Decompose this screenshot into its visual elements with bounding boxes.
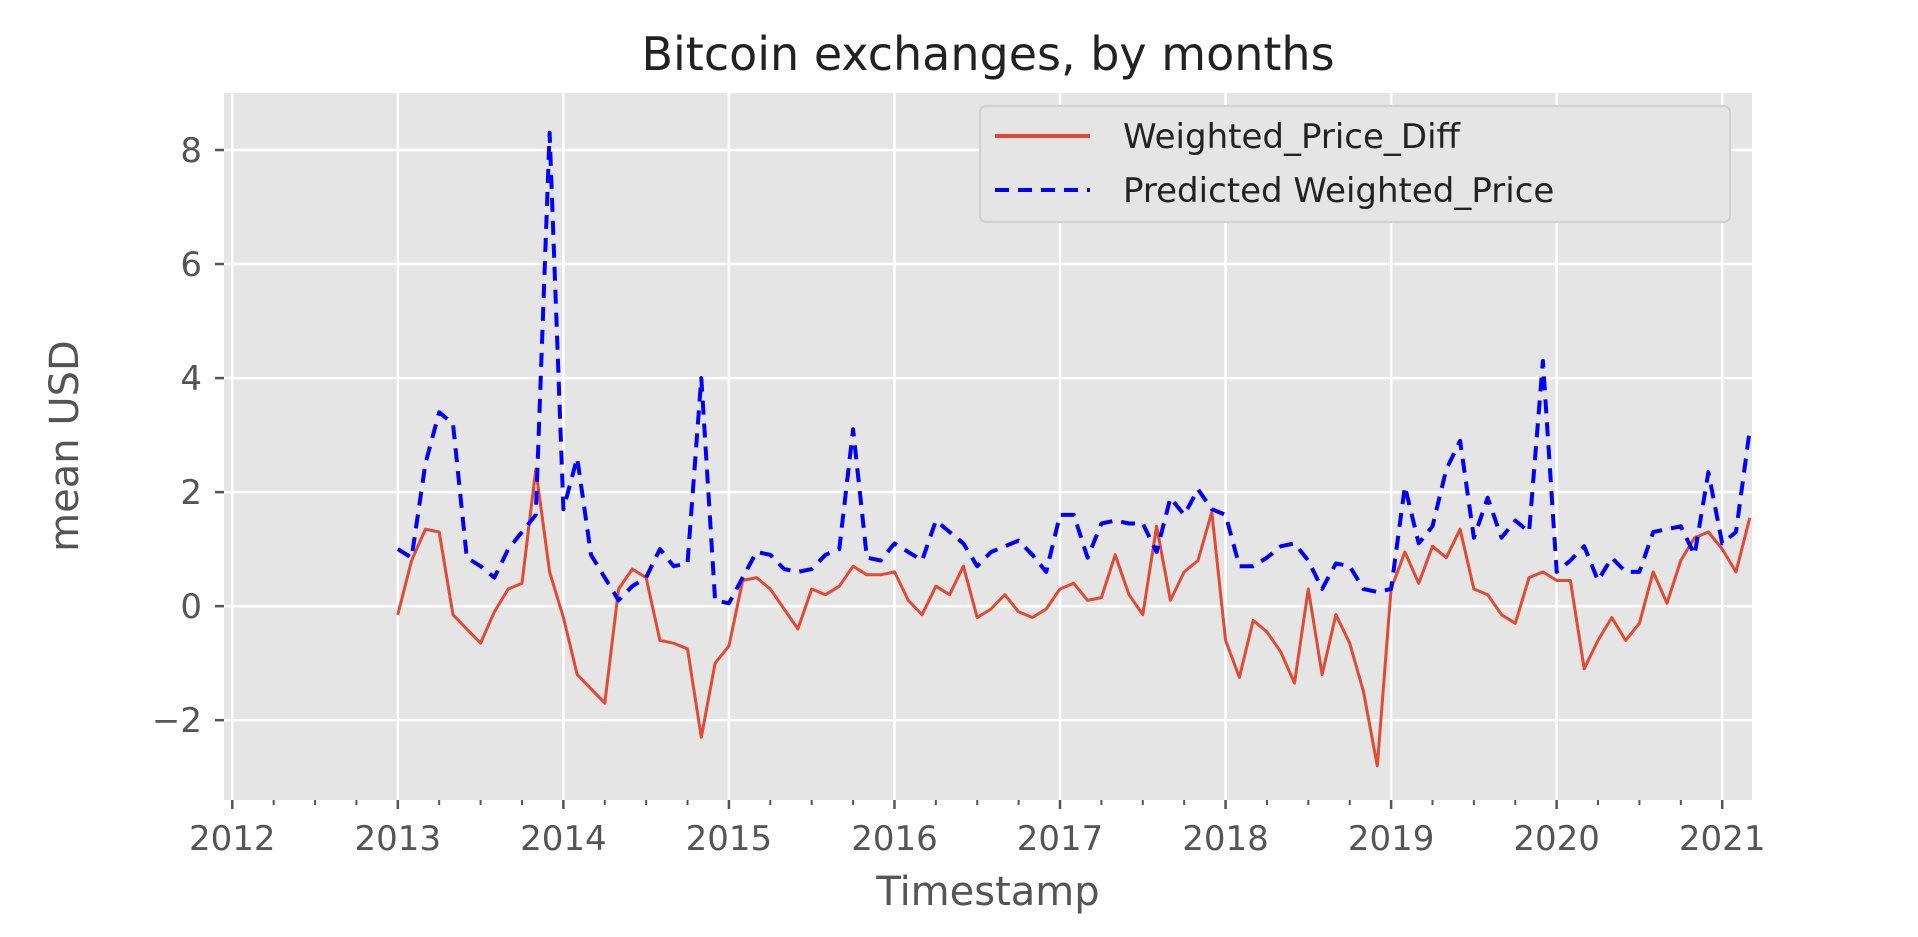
x-tick-label: 2016: [851, 819, 938, 859]
series-line-predicted-weighted-price: [396, 130, 1752, 606]
y-axis: −2 0 2 4 6 8: [152, 131, 224, 741]
y-tick-label: 0: [180, 587, 202, 627]
x-tick-label: 2021: [1679, 819, 1766, 859]
y-tick-label: 6: [180, 245, 202, 285]
x-tick-label: 2014: [520, 819, 607, 859]
legend: Weighted_Price_Diff Predicted Weighted_P…: [979, 105, 1731, 223]
x-tick-label: 2017: [1017, 819, 1104, 859]
x-axis-label: Timestamp: [875, 869, 1099, 915]
y-tick-label: 2: [180, 473, 202, 513]
series-lines: [396, 130, 1752, 768]
y-tick-label: 4: [180, 359, 202, 399]
x-tick-label: 2012: [189, 819, 276, 859]
legend-box: [979, 105, 1731, 223]
x-axis: 2012 2013 2014 2015 2016 2017 2018 2019 2020 2021: [189, 800, 1765, 859]
x-tick-label: 2018: [1182, 819, 1269, 859]
x-tick-label: 2019: [1348, 819, 1435, 859]
y-tick-label: 8: [180, 131, 202, 171]
x-tick-label: 2013: [355, 819, 442, 859]
y-axis-label: mean USD: [42, 340, 88, 552]
series-line-weighted-price-diff: [396, 467, 1752, 768]
y-tick-label: −2: [152, 701, 202, 741]
legend-label-predicted-weighted-price: Predicted Weighted_Price: [1123, 171, 1554, 211]
x-tick-label: 2020: [1513, 819, 1600, 859]
chart-title: Bitcoin exchanges, by months: [641, 27, 1334, 81]
legend-label-weighted-price-diff: Weighted_Price_Diff: [1123, 117, 1462, 157]
x-tick-label: 2015: [686, 819, 773, 859]
